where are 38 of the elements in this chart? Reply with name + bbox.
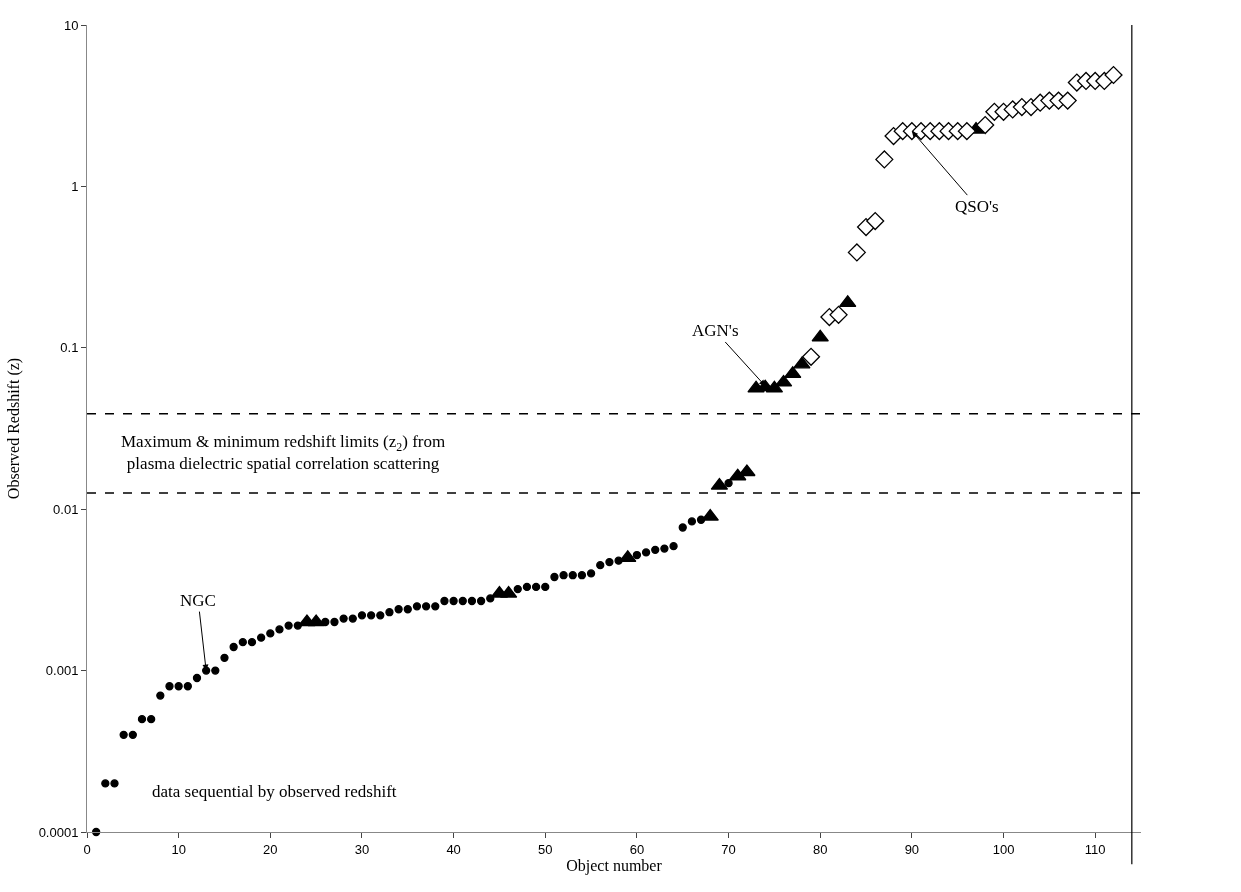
x-tick-label: 40: [446, 841, 461, 857]
point: [866, 211, 885, 231]
point: [1104, 65, 1123, 85]
x-tick-label: 70: [721, 841, 736, 857]
annotation: data sequential by observed redshift: [152, 782, 397, 801]
x-tick-label: 50: [538, 841, 553, 857]
point: [1058, 91, 1077, 110]
point: [957, 122, 976, 141]
x-tick-label: 80: [812, 841, 828, 857]
annotation: Maximum & minimum redshift limits (z$_{2}$) from plasma dielectric spatial correlation scattering: [121, 432, 446, 474]
point: [811, 329, 829, 342]
point: [801, 347, 821, 366]
x-axis-title: Object number: [566, 856, 663, 875]
annotation: QSO's: [955, 197, 999, 216]
point: [829, 305, 848, 324]
y-tick-label: 0.01: [53, 501, 79, 517]
point: [793, 356, 811, 369]
y-tick-label: 0.0001: [38, 824, 79, 840]
point: [738, 464, 756, 477]
annotation: NGC: [180, 591, 216, 610]
x-tick-label: 30: [354, 841, 370, 857]
x-tick-label: 100: [992, 841, 1015, 857]
x-tick-label: 110: [1084, 841, 1106, 857]
point: [976, 115, 995, 135]
x-tick-label: 0: [83, 841, 91, 857]
annotation: AGN's: [692, 321, 739, 340]
x-tick-label: 90: [904, 841, 920, 857]
x-tick-label: 10: [171, 841, 186, 857]
y-tick-label: 0.1: [60, 340, 79, 356]
point: [875, 150, 894, 169]
y-axis-title: Observed Redshift (z): [4, 357, 23, 500]
point: [307, 614, 325, 627]
x-tick-label: 20: [263, 841, 278, 857]
y-tick-label: 1: [71, 178, 79, 194]
x-tick-label: 60: [629, 841, 645, 857]
y-tick-label: 0.001: [45, 663, 79, 679]
point: [847, 243, 866, 262]
y-tick-label: 10: [63, 17, 79, 33]
